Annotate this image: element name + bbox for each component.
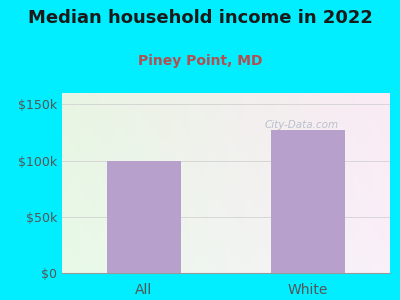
Text: Median household income in 2022: Median household income in 2022 bbox=[28, 9, 372, 27]
Text: City-Data.com: City-Data.com bbox=[264, 120, 338, 130]
Bar bbox=[107, 160, 181, 273]
Bar bbox=[271, 130, 345, 273]
Text: Piney Point, MD: Piney Point, MD bbox=[138, 54, 262, 68]
